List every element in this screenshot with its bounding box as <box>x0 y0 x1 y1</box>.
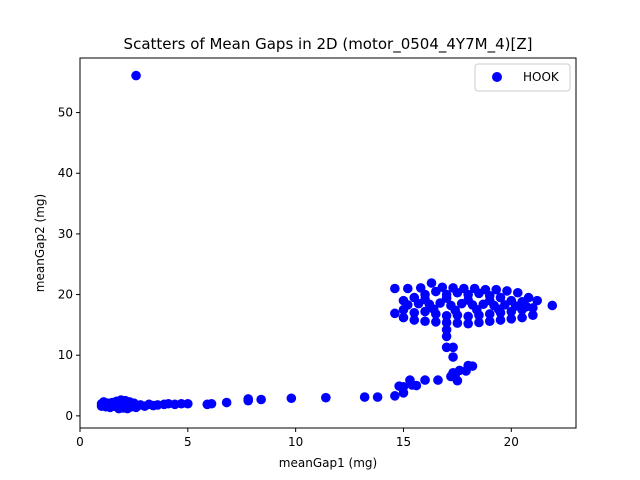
data-point <box>402 300 413 310</box>
legend: HOOK <box>474 63 571 92</box>
x-tick-label: 15 <box>396 435 411 449</box>
data-point <box>441 324 452 335</box>
data-point <box>256 394 266 405</box>
y-tick-label: 40 <box>58 166 73 180</box>
y-axis-ticks: 0 10 20 30 40 50 <box>58 106 80 423</box>
data-point <box>448 352 458 362</box>
x-tick-label: 5 <box>184 435 192 449</box>
data-point <box>452 375 463 386</box>
data-point <box>495 292 506 303</box>
y-tick-label: 20 <box>58 288 73 302</box>
data-point <box>420 375 430 385</box>
data-point <box>431 317 441 327</box>
data-point <box>390 391 400 401</box>
data-point <box>221 397 232 408</box>
data-point <box>474 288 484 299</box>
data-point <box>547 300 558 311</box>
data-point <box>484 309 495 319</box>
legend-marker <box>492 72 502 82</box>
data-point <box>206 398 217 409</box>
data-point <box>411 380 422 391</box>
y-axis-label: meanGap2 (mg) <box>33 194 47 292</box>
data-point <box>463 311 473 322</box>
data-point <box>398 312 409 323</box>
data-point <box>321 392 331 403</box>
x-tick-label: 0 <box>76 435 84 449</box>
data-point <box>472 304 482 315</box>
data-point <box>420 294 430 305</box>
data-point <box>521 301 532 312</box>
data-point <box>452 287 463 298</box>
data-point <box>428 304 439 314</box>
data-point <box>484 316 495 327</box>
data-point <box>495 315 506 325</box>
data-point <box>441 310 452 321</box>
data-point <box>484 295 495 306</box>
y-tick-label: 30 <box>58 227 73 241</box>
y-tick-label: 10 <box>58 348 73 362</box>
data-point <box>359 392 370 402</box>
plot-area-frame <box>79 57 577 429</box>
data-point <box>420 316 430 327</box>
data-point <box>286 393 297 404</box>
x-axis-label: meanGap1 (mg) <box>279 456 377 470</box>
data-point <box>528 310 538 320</box>
y-tick-label: 50 <box>58 106 73 120</box>
data-point <box>426 278 437 288</box>
x-axis-ticks: 0 5 10 15 20 <box>76 428 519 449</box>
data-point <box>448 342 458 353</box>
data-point <box>441 293 452 303</box>
data-point <box>512 287 523 298</box>
x-tick-label: 10 <box>288 435 303 449</box>
data-point <box>431 286 441 297</box>
data-point <box>517 312 527 323</box>
data-point <box>131 70 141 81</box>
data-point <box>463 318 473 329</box>
data-point <box>441 317 452 328</box>
data-point <box>491 284 502 295</box>
data-point <box>409 307 420 318</box>
data-point <box>390 308 400 319</box>
data-point <box>402 283 413 294</box>
data-point <box>502 286 512 296</box>
data-point <box>493 304 504 314</box>
data-point <box>372 392 383 402</box>
data-point <box>441 331 452 342</box>
data-point <box>452 318 463 328</box>
legend-label: HOOK <box>523 70 560 84</box>
data-point <box>183 398 193 409</box>
data-point <box>450 305 461 316</box>
data-point <box>433 375 443 385</box>
data-point <box>463 295 473 305</box>
data-point <box>409 315 420 325</box>
data-point <box>510 301 521 311</box>
y-tick-label: 0 <box>65 409 73 423</box>
data-point <box>420 306 430 317</box>
data-point <box>506 314 517 324</box>
data-point <box>474 317 484 328</box>
data-point <box>243 394 254 404</box>
legend-box <box>474 63 571 92</box>
data-point <box>398 381 409 392</box>
data-point <box>532 295 542 306</box>
data-points <box>96 70 558 414</box>
chart-title: Scatters of Mean Gaps in 2D (motor_0504_… <box>124 35 533 54</box>
x-tick-label: 20 <box>504 435 519 449</box>
data-point <box>390 283 400 294</box>
data-point <box>467 361 478 371</box>
